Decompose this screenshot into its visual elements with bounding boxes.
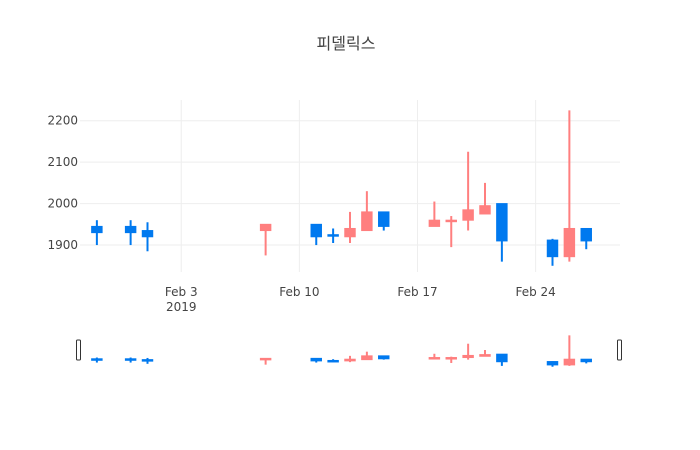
candle-body [546,239,559,258]
candle[interactable] [462,151,474,231]
candle-body [344,358,356,362]
range-slider-left-handle[interactable] [76,339,81,361]
candle[interactable] [344,211,356,243]
y-tick-label: 1900 [47,238,78,252]
x-tick-year-label: 2019 [166,300,197,314]
candle-body [580,227,592,242]
candle-body [479,354,491,357]
candle-body [361,211,373,232]
candle[interactable] [563,110,576,262]
candle-body [361,355,373,361]
candle[interactable] [327,228,339,243]
candle-body [310,357,322,362]
candle-body [428,357,441,360]
candle[interactable] [259,223,272,256]
range-slider-preview [91,335,592,367]
x-tick-label: Feb 3 [165,285,198,299]
candle[interactable] [580,227,592,250]
candle-body [310,223,322,238]
candle-body [580,358,592,363]
candle[interactable] [141,222,154,252]
slider-candle[interactable] [546,361,559,367]
candle[interactable] [546,238,559,266]
candle-body [378,355,390,360]
candle-body [445,357,457,360]
y-tick-label: 2000 [47,197,78,211]
slider-candle[interactable] [563,335,576,366]
slider-candle[interactable] [428,353,441,360]
slider-candle[interactable] [580,358,592,364]
candle-body [445,219,457,223]
candle-body [344,227,356,238]
gridlines [80,100,620,272]
slider-candle[interactable] [259,357,272,365]
candle-body [378,211,390,227]
candle-body [462,209,474,221]
candle-body [141,359,154,362]
candle-body [546,361,559,366]
range-slider-right-handle[interactable] [617,339,622,361]
slider-candle[interactable] [141,357,154,364]
candle-body [124,225,137,234]
range-slider-track[interactable] [80,332,620,368]
slider-candle[interactable] [479,350,491,357]
slider-candle[interactable] [344,355,356,363]
candle[interactable] [445,216,457,248]
candle-body [496,353,508,363]
slider-candle[interactable] [310,357,322,363]
x-tick-label: Feb 17 [397,285,437,299]
candle-body [259,223,272,232]
candle-body [124,358,137,361]
slider-candle[interactable] [496,353,508,366]
candle[interactable] [310,223,322,246]
y-tick-label: 2200 [47,114,78,128]
x-tick-label: Feb 10 [279,285,319,299]
y-tick-label: 2100 [47,155,78,169]
candle-body [91,358,103,361]
candle-body [327,234,339,237]
candle[interactable] [91,220,103,246]
slider-candle[interactable] [462,343,474,360]
chart-title: 피델릭스 [317,34,376,53]
candle-body [496,203,508,242]
candle-body [563,358,576,366]
candle-body [327,359,339,363]
candle[interactable] [496,203,508,262]
x-tick-label: Feb 24 [515,285,555,299]
slider-candle[interactable] [327,359,339,363]
candle-body [91,225,103,234]
candle-body [462,354,474,359]
range-slider[interactable] [76,332,622,368]
slider-candle[interactable] [361,351,373,361]
y-axis: 1900 2000 2100 2200 [47,114,78,252]
candle[interactable] [428,201,441,227]
candle-body [259,357,272,361]
candle[interactable] [378,211,390,231]
candle[interactable] [361,191,373,232]
candle-body [428,219,441,227]
candle-body [563,227,576,258]
candles[interactable] [91,110,592,266]
candle[interactable] [124,220,137,246]
candle-body [141,230,154,238]
slider-candle[interactable] [91,357,103,363]
candle[interactable] [479,182,491,215]
slider-candle[interactable] [378,355,390,360]
slider-candle[interactable] [124,357,137,363]
candle-body [479,205,491,215]
slider-candle[interactable] [445,356,457,363]
